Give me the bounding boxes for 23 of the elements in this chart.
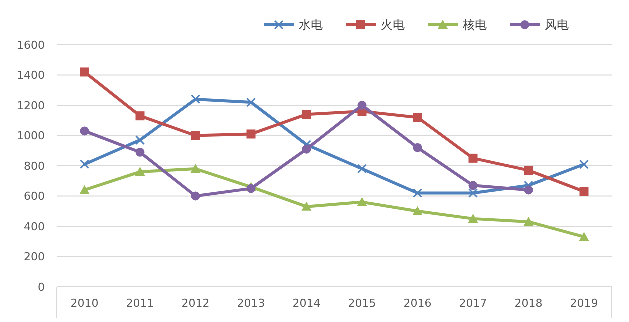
y-tick-label: 1200	[17, 99, 45, 112]
legend-label: 核电	[462, 18, 487, 32]
y-tick-label: 0	[38, 280, 45, 294]
x-tick-label: 2019	[570, 297, 598, 310]
legend-label: 风电	[545, 18, 569, 32]
x-tick-label: 2012	[182, 297, 210, 310]
x-tick-label: 2016	[404, 297, 432, 310]
y-tick-label: 1400	[17, 69, 45, 82]
x-tick-label: 2013	[237, 297, 266, 310]
y-tick-label: 600	[24, 190, 45, 204]
y-tick-label: 200	[24, 250, 45, 264]
x-tick-label: 2017	[459, 297, 488, 310]
x-tick-label: 2018	[514, 297, 543, 310]
y-tick-label: 1000	[17, 130, 45, 143]
y-tick-label: 400	[24, 220, 45, 234]
x-tick-label: 2014	[292, 297, 321, 310]
y-tick-label: 1600	[17, 38, 45, 52]
legend-label: 水电	[299, 18, 323, 32]
x-tick-label: 2011	[126, 297, 154, 310]
legend-label: 火电	[381, 18, 405, 32]
y-tick-label: 800	[24, 160, 45, 173]
x-tick-label: 2015	[348, 297, 376, 310]
x-tick-label: 2010	[70, 297, 99, 310]
